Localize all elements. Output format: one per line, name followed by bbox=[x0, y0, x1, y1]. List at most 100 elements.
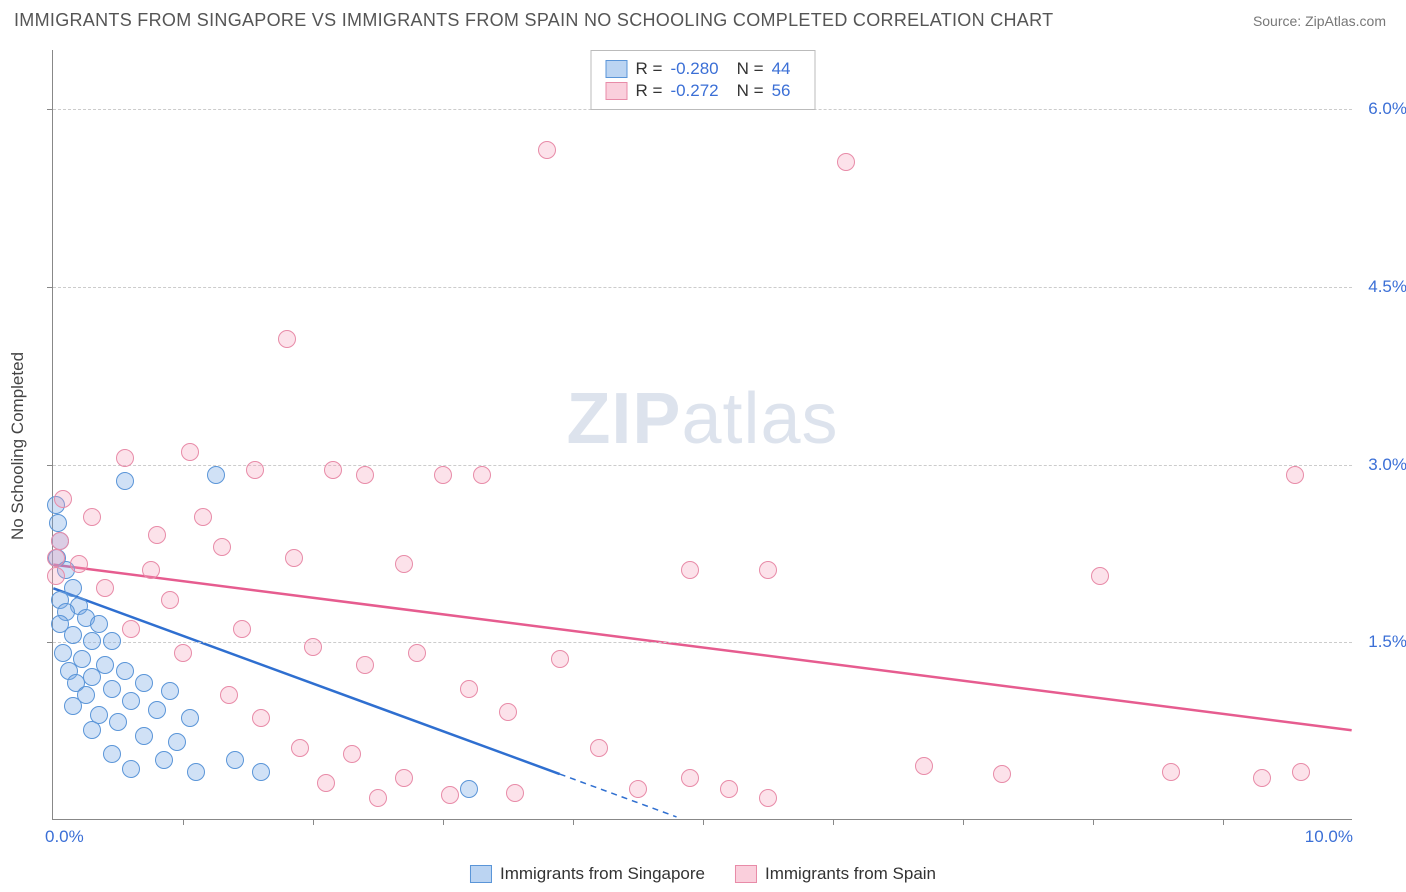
data-point bbox=[181, 443, 199, 461]
y-tick-label: 1.5% bbox=[1368, 632, 1406, 652]
y-tick bbox=[47, 287, 53, 288]
data-point bbox=[122, 760, 140, 778]
data-point bbox=[54, 644, 72, 662]
data-point bbox=[1253, 769, 1271, 787]
legend-item: Immigrants from Spain bbox=[735, 864, 936, 884]
source-label: Source: ZipAtlas.com bbox=[1253, 13, 1386, 29]
data-point bbox=[590, 739, 608, 757]
y-axis-label: No Schooling Completed bbox=[8, 352, 28, 540]
data-point bbox=[285, 549, 303, 567]
r-value: -0.272 bbox=[670, 81, 718, 101]
data-point bbox=[460, 780, 478, 798]
data-point bbox=[49, 514, 67, 532]
chart-area: ZIPatlas 1.5%3.0%4.5%6.0%0.0%10.0% bbox=[52, 50, 1352, 820]
data-point bbox=[915, 757, 933, 775]
data-point bbox=[291, 739, 309, 757]
legend-label: Immigrants from Singapore bbox=[500, 864, 705, 884]
r-value: -0.280 bbox=[670, 59, 718, 79]
data-point bbox=[220, 686, 238, 704]
data-point bbox=[551, 650, 569, 668]
stats-row: R = -0.272 N = 56 bbox=[606, 81, 801, 101]
data-point bbox=[161, 682, 179, 700]
chart-title: IMMIGRANTS FROM SINGAPORE VS IMMIGRANTS … bbox=[14, 10, 1053, 31]
y-tick-label: 6.0% bbox=[1368, 99, 1406, 119]
data-point bbox=[135, 674, 153, 692]
data-point bbox=[1292, 763, 1310, 781]
legend-swatch-icon bbox=[735, 865, 757, 883]
trendlines-svg bbox=[53, 50, 1352, 819]
data-point bbox=[83, 668, 101, 686]
data-point bbox=[356, 466, 374, 484]
data-point bbox=[506, 784, 524, 802]
data-point bbox=[993, 765, 1011, 783]
data-point bbox=[122, 620, 140, 638]
x-tick bbox=[833, 819, 834, 825]
data-point bbox=[181, 709, 199, 727]
data-point bbox=[103, 632, 121, 650]
data-point bbox=[681, 769, 699, 787]
data-point bbox=[54, 490, 72, 508]
watermark: ZIPatlas bbox=[566, 378, 838, 460]
data-point bbox=[226, 751, 244, 769]
x-tick bbox=[703, 819, 704, 825]
data-point bbox=[317, 774, 335, 792]
data-point bbox=[434, 466, 452, 484]
data-point bbox=[1286, 466, 1304, 484]
data-point bbox=[1091, 567, 1109, 585]
data-point bbox=[207, 466, 225, 484]
x-tick bbox=[313, 819, 314, 825]
x-tick bbox=[1093, 819, 1094, 825]
data-point bbox=[155, 751, 173, 769]
x-tick bbox=[443, 819, 444, 825]
x-tick bbox=[573, 819, 574, 825]
y-tick bbox=[47, 642, 53, 643]
legend: Immigrants from Singapore Immigrants from… bbox=[470, 864, 936, 884]
n-value: 44 bbox=[772, 59, 791, 79]
data-point bbox=[720, 780, 738, 798]
x-tick bbox=[963, 819, 964, 825]
r-label: R = bbox=[636, 81, 663, 101]
data-point bbox=[148, 701, 166, 719]
stats-box: R = -0.280 N = 44 R = -0.272 N = 56 bbox=[591, 50, 816, 110]
data-point bbox=[194, 508, 212, 526]
data-point bbox=[395, 769, 413, 787]
stats-row: R = -0.280 N = 44 bbox=[606, 59, 801, 79]
data-point bbox=[538, 141, 556, 159]
data-point bbox=[759, 789, 777, 807]
legend-item: Immigrants from Singapore bbox=[470, 864, 705, 884]
data-point bbox=[473, 466, 491, 484]
data-point bbox=[168, 733, 186, 751]
data-point bbox=[116, 662, 134, 680]
data-point bbox=[324, 461, 342, 479]
data-point bbox=[174, 644, 192, 662]
data-point bbox=[629, 780, 647, 798]
n-label: N = bbox=[737, 81, 764, 101]
x-tick-label: 10.0% bbox=[1305, 827, 1353, 847]
data-point bbox=[252, 709, 270, 727]
data-point bbox=[395, 555, 413, 573]
data-point bbox=[499, 703, 517, 721]
data-point bbox=[103, 680, 121, 698]
data-point bbox=[83, 632, 101, 650]
legend-swatch-icon bbox=[470, 865, 492, 883]
data-point bbox=[47, 567, 65, 585]
data-point bbox=[1162, 763, 1180, 781]
data-point bbox=[441, 786, 459, 804]
data-point bbox=[460, 680, 478, 698]
data-point bbox=[233, 620, 251, 638]
n-label: N = bbox=[737, 59, 764, 79]
data-point bbox=[278, 330, 296, 348]
data-point bbox=[122, 692, 140, 710]
n-value: 56 bbox=[772, 81, 791, 101]
r-label: R = bbox=[636, 59, 663, 79]
x-tick bbox=[183, 819, 184, 825]
y-tick-label: 4.5% bbox=[1368, 277, 1406, 297]
data-point bbox=[837, 153, 855, 171]
data-point bbox=[83, 721, 101, 739]
y-tick-label: 3.0% bbox=[1368, 455, 1406, 475]
data-point bbox=[70, 555, 88, 573]
data-point bbox=[96, 579, 114, 597]
data-point bbox=[83, 508, 101, 526]
data-point bbox=[304, 638, 322, 656]
x-tick-label: 0.0% bbox=[45, 827, 84, 847]
